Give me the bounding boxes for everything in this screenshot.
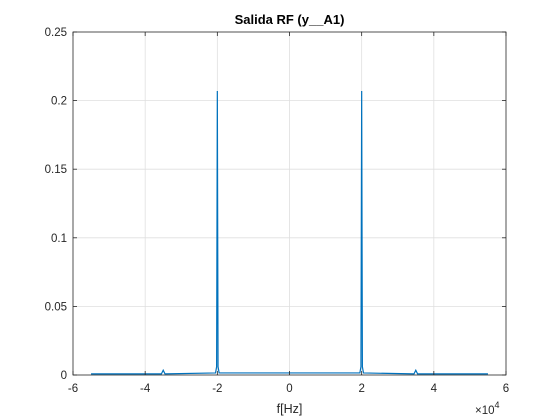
y-tick-label: 0.2 [51, 96, 67, 108]
x-tick-label: -6 [68, 383, 78, 395]
tick-marks [72, 31, 507, 376]
x-tick-labels: -6 -4 -2 0 2 4 6 [68, 383, 509, 395]
x-tick-label: 2 [358, 383, 364, 395]
y-tick-label: 0.25 [45, 27, 67, 39]
y-tick-label: 0.15 [45, 164, 67, 176]
y-tick-label: 0.1 [51, 233, 67, 245]
x-tick-label: -2 [212, 383, 222, 395]
x-exponent-base: ×10 [475, 405, 495, 417]
x-tick-label: 0 [286, 383, 292, 395]
x-tick-label: 4 [431, 383, 438, 395]
x-exponent-label: ×104 [475, 400, 500, 417]
x-tick-label: -4 [140, 383, 151, 395]
y-tick-label: 0.05 [45, 301, 67, 313]
chart-title: Salida RF (y__A1) [235, 12, 345, 27]
x-tick-label: 6 [503, 383, 509, 395]
y-tick-labels: 0 0.05 0.1 0.15 0.2 0.25 [45, 27, 67, 382]
x-exponent-power: 4 [495, 400, 500, 410]
x-axis-label: f[Hz] [277, 402, 303, 416]
y-tick-label: 0 [61, 370, 67, 382]
